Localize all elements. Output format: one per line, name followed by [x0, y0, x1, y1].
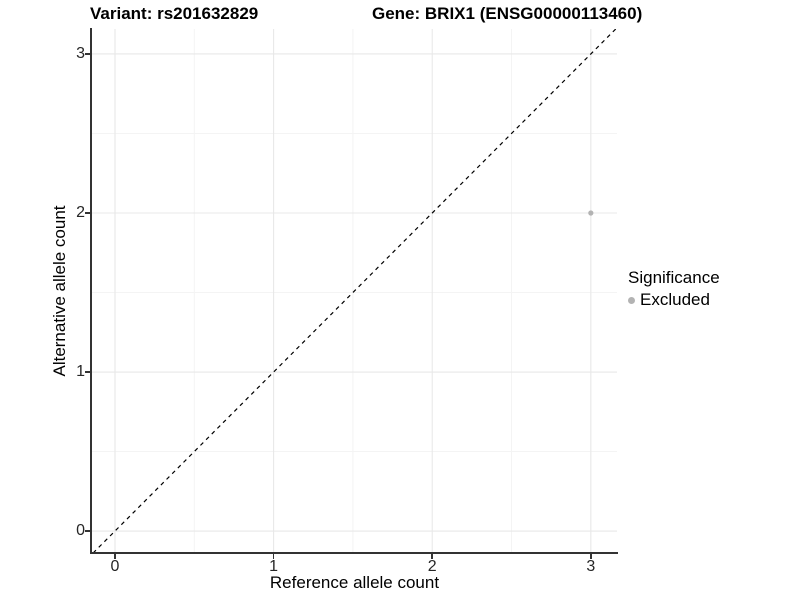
x-axis-tick-label: 1	[269, 558, 279, 575]
y-axis-tick-mark	[85, 371, 90, 373]
legend-entry-excluded: Excluded	[628, 290, 720, 310]
chart-canvas	[92, 29, 617, 553]
x-axis-line	[90, 552, 618, 554]
y-axis-tick-mark	[85, 212, 90, 214]
legend-entry-label: Excluded	[640, 290, 710, 309]
identity-reference-line	[92, 29, 617, 553]
plot-title-gene: Gene: BRIX1 (ENSG00000113460)	[372, 4, 643, 23]
y-axis-tick-label: 1	[76, 363, 85, 381]
data-point	[588, 210, 594, 216]
y-axis-tick-label: 0	[76, 522, 85, 540]
legend-marker-circle-icon	[628, 296, 635, 304]
x-axis-tick-label: 2	[427, 558, 437, 575]
x-axis-tick-mark	[431, 554, 433, 559]
y-axis-tick-label: 2	[76, 203, 85, 221]
x-axis-tick-mark	[114, 554, 116, 559]
x-axis-tick-label: 0	[110, 558, 120, 575]
legend: Significance Excluded	[628, 268, 720, 310]
y-axis-tick-mark	[85, 53, 90, 55]
y-axis-line	[90, 28, 92, 554]
x-axis-tick-label: 3	[586, 558, 596, 575]
y-axis-tick-mark	[85, 530, 90, 532]
y-axis-tick-label: 3	[76, 44, 85, 62]
x-axis-tick-mark	[590, 554, 592, 559]
x-axis-title: Reference allele count	[269, 573, 440, 592]
plot-title-variant: Variant: rs201632829	[90, 4, 259, 23]
legend-title: Significance	[628, 268, 720, 287]
y-axis-title: Alternative allele count	[50, 205, 69, 377]
x-axis-tick-mark	[272, 554, 275, 559]
